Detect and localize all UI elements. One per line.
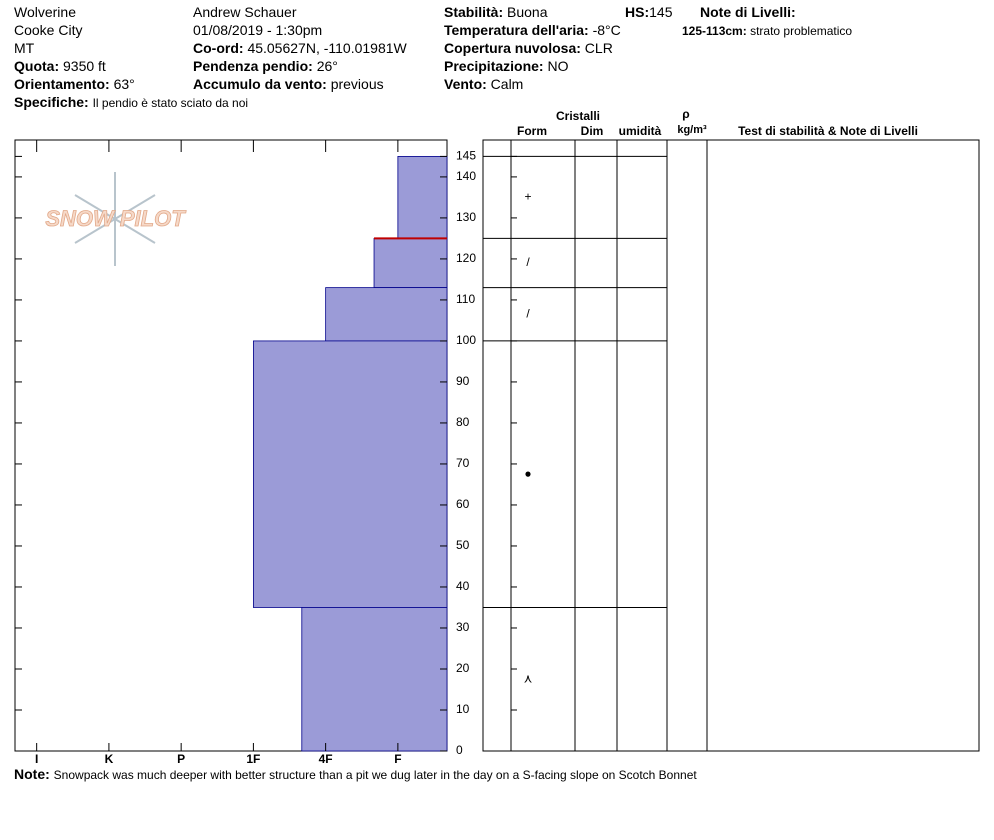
y-tick-label: 100	[456, 333, 476, 347]
y-tick-label: 60	[456, 497, 470, 511]
logo-flake	[74, 194, 156, 244]
label: Co-ord:	[193, 40, 244, 56]
x-tick-label: 1F	[246, 752, 260, 766]
table-header: Test di stabilità & Note di Livelli	[738, 124, 918, 138]
precip: Precipitazione: NO	[444, 58, 568, 74]
y-tick-label: 20	[456, 661, 470, 675]
logo	[74, 172, 156, 266]
table-header: Form	[517, 124, 547, 138]
label: Precipitazione:	[444, 58, 544, 74]
label: Copertura nuvolosa:	[444, 40, 581, 56]
y-tick-label: 40	[456, 579, 470, 593]
region: Cooke City	[14, 22, 83, 38]
table-header: Cristalli	[556, 109, 600, 123]
value: 45.05627N, -110.01981W	[247, 40, 407, 56]
label: Vento:	[444, 76, 487, 92]
crystal-form: ⋏	[524, 671, 533, 685]
value: strato problematico	[750, 24, 853, 38]
label: Accumulo da vento:	[193, 76, 327, 92]
value: Snowpack was much deeper with better str…	[53, 768, 697, 782]
y-tick-label: 0	[456, 743, 463, 757]
table-header: kg/m³	[677, 124, 707, 136]
air-temp: Temperatura dell'aria: -8°C	[444, 22, 621, 38]
label: 125-113cm:	[682, 24, 747, 38]
layer-notes: Note di Livelli:	[700, 4, 796, 20]
crystal-form: /	[526, 255, 530, 269]
value: 145	[649, 4, 673, 20]
y-tick-label: 80	[456, 415, 470, 429]
value: NO	[547, 58, 569, 74]
table-header: Dim	[581, 124, 604, 138]
x-tick-label: K	[105, 752, 114, 766]
location: Wolverine	[14, 4, 76, 20]
y-tick-label: 90	[456, 374, 470, 388]
x-tick-label: P	[177, 752, 185, 766]
value: 26°	[316, 58, 338, 74]
y-tick-label: 70	[456, 456, 470, 470]
y-tick-label: 140	[456, 169, 476, 183]
y-tick-label: 110	[456, 292, 475, 306]
value: Calm	[490, 76, 524, 92]
footer-note: Note: Snowpack was much deeper with bett…	[14, 766, 697, 783]
hardness-bar	[397, 156, 448, 239]
y-tick-label: 120	[456, 251, 476, 265]
y-tick-label: 145	[456, 149, 476, 163]
hardness-bar	[325, 287, 448, 342]
aspect: Orientamento: 63°	[14, 76, 135, 92]
hardness-bar	[252, 340, 448, 608]
table-header: umidità	[619, 124, 662, 138]
x-tick-label: F	[394, 752, 401, 766]
specifics: Specifiche: Il pendio è stato sciato da …	[14, 94, 248, 111]
hs: HS:145	[625, 4, 672, 20]
state: MT	[14, 40, 35, 56]
y-tick-label: 30	[456, 620, 470, 634]
crystal-form: /	[526, 306, 530, 320]
x-tick-label: 4F	[319, 752, 333, 766]
label: Specifiche:	[14, 94, 89, 110]
logo-text: SNOW PILOT	[45, 206, 186, 231]
slope: Pendenza pendio: 26°	[193, 58, 338, 74]
label: HS:	[625, 4, 650, 20]
hardness-bar	[373, 238, 448, 289]
value: 63°	[113, 76, 135, 92]
observer: Andrew Schauer	[193, 4, 297, 20]
elevation: Quota: 9350 ft	[14, 58, 106, 74]
cloud: Copertura nuvolosa: CLR	[444, 40, 613, 56]
label: Stabilità:	[444, 4, 504, 20]
value: CLR	[584, 40, 613, 56]
wind-loading: Accumulo da vento: previous	[193, 76, 384, 92]
datetime: 01/08/2019 - 1:30pm	[193, 22, 323, 38]
label: Note:	[14, 766, 50, 782]
value: -8°C	[592, 22, 621, 38]
y-tick-label: 50	[456, 538, 470, 552]
crystal-form: +	[524, 190, 531, 204]
wind: Vento: Calm	[444, 76, 523, 92]
y-tick-label: 130	[456, 210, 476, 224]
stability: Stabilità: Buona	[444, 4, 548, 20]
label: Temperatura dell'aria:	[444, 22, 589, 38]
layer-note: 125-113cm: strato problematico	[682, 23, 852, 39]
label: Orientamento:	[14, 76, 110, 92]
label: Note di Livelli:	[700, 4, 796, 20]
x-tick-label: I	[35, 752, 38, 766]
value: Buona	[507, 4, 548, 20]
table-frame	[482, 139, 980, 752]
coord: Co-ord: 45.05627N, -110.01981W	[193, 40, 407, 56]
value: Il pendio è stato sciato da noi	[92, 96, 249, 110]
label: Pendenza pendio:	[193, 58, 313, 74]
label: Quota:	[14, 58, 60, 74]
crystal-form: ●	[524, 466, 531, 480]
value: previous	[330, 76, 384, 92]
table-header: ρ	[682, 107, 689, 121]
value: 9350 ft	[63, 58, 106, 74]
hardness-bar	[301, 607, 448, 752]
y-tick-label: 10	[456, 702, 470, 716]
